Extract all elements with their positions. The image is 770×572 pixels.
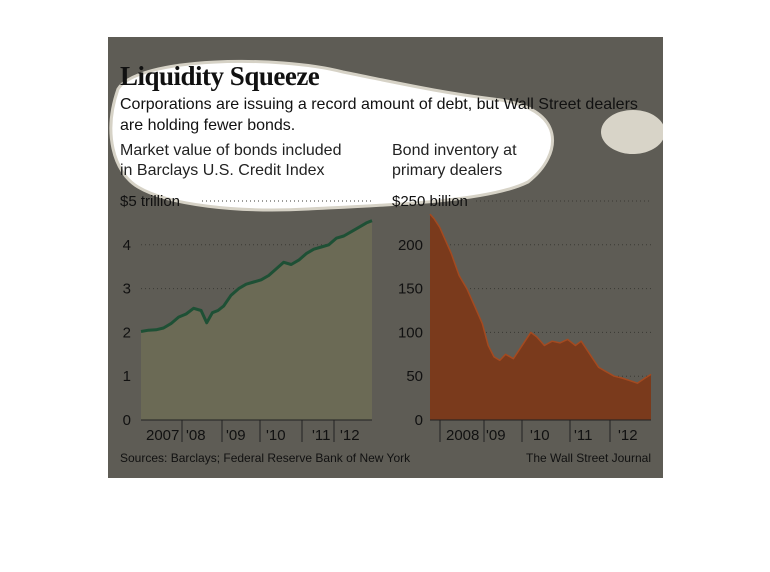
left-ytick-label: 2 [123,324,131,341]
left-unit-label: $5 trillion [120,193,180,210]
left-ytick-label: 3 [123,281,131,298]
left-xtick-label: '11 [312,427,330,444]
right-ytick-label: 0 [415,412,423,429]
publisher-credit: The Wall Street Journal [526,451,651,465]
source-note: Sources: Barclays; Federal Reserve Bank … [120,451,411,465]
right-caption-line-1: Bond inventory at [392,142,517,159]
right-series-area [430,214,651,420]
right-xtick-label: 2008 [446,427,479,444]
chart-subtitle: Corporations are issuing a record amount… [120,96,638,134]
right-chart-caption: Bond inventory at primary dealers [392,141,517,181]
left-xtick-label: '09 [226,427,246,444]
right-xtick-label: '12 [618,427,638,444]
left-caption-line-2: in Barclays U.S. Credit Index [120,162,325,179]
right-ytick-label: 150 [398,281,423,298]
left-xtick-label: '08 [186,427,206,444]
left-ytick-label: 1 [123,368,131,385]
chart-title: Liquidity Squeeze [120,61,320,91]
right-unit-label: $250 billion [392,193,468,210]
left-xtick-label: '12 [340,427,360,444]
right-xtick-label: '11 [574,427,592,444]
right-caption-line-2: primary dealers [392,162,503,179]
right-ytick-label: 200 [398,237,423,254]
left-chart-caption: Market value of bonds included in Barcla… [120,141,341,181]
left-ytick-label: 4 [123,237,131,254]
right-xtick-label: '09 [486,427,506,444]
chart-panel: Liquidity Squeeze Corporations are issui… [108,37,663,478]
charts-svg: $5 trillion 0 1 2 3 4 2007 '08 '09 '10 '11 '12 $250 … [120,193,652,444]
left-xtick-label: 2007 [146,427,179,444]
right-ytick-label: 100 [398,324,423,341]
left-caption-line-1: Market value of bonds included [120,142,342,159]
left-series-area [141,220,372,420]
left-series-line [140,219,373,333]
left-ytick-label: 0 [123,412,131,429]
smudge-overlay [109,59,663,212]
left-xtick-label: '10 [266,427,286,444]
right-ytick-label: 50 [406,368,423,385]
right-xtick-label: '10 [530,427,550,444]
right-series-line [429,213,652,384]
